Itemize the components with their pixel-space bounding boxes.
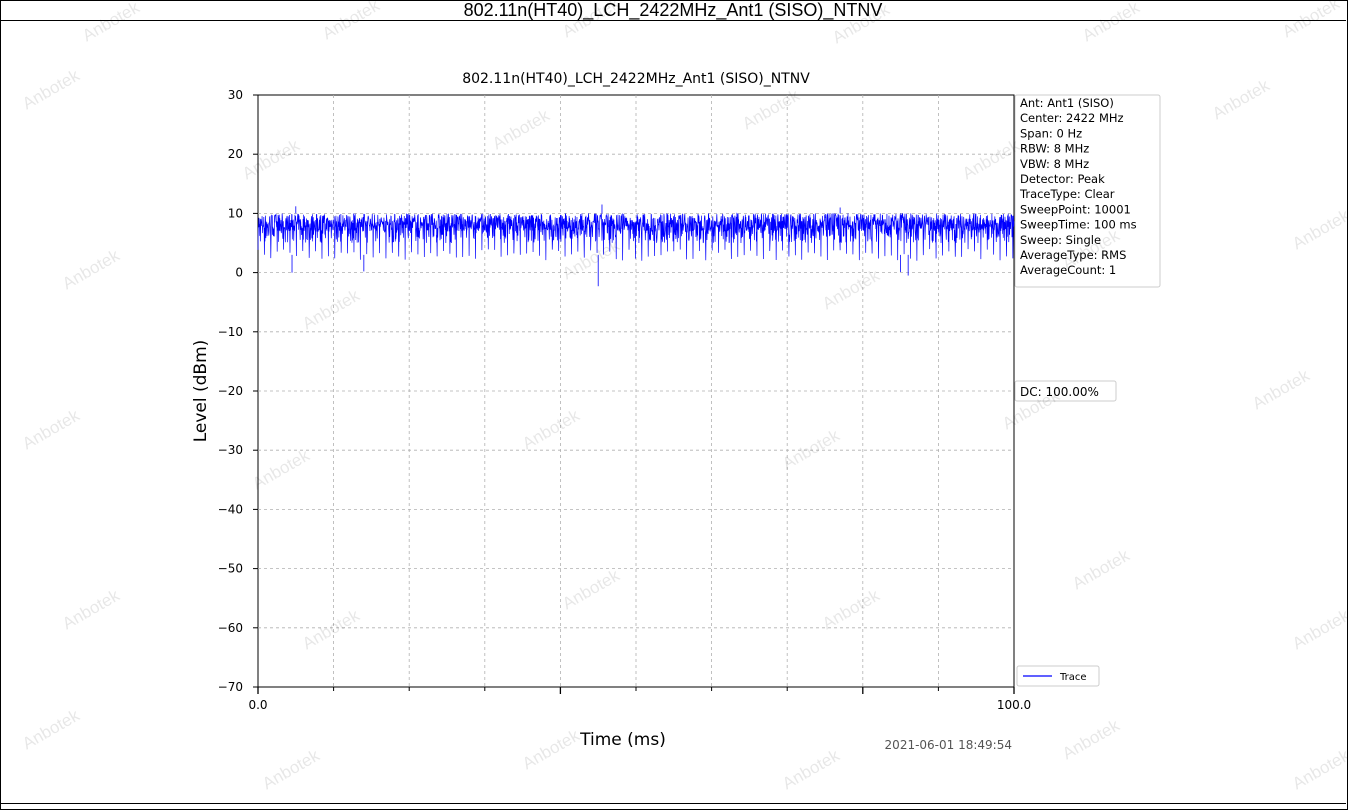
timestamp: 2021-06-01 18:49:54 — [885, 738, 1012, 752]
trace-series — [257, 204, 1015, 287]
info-box — [1014, 94, 1161, 288]
legend-label-trace: Trace — [1059, 672, 1087, 683]
y-tick-label: −50 — [218, 562, 243, 576]
y-tick-label: −40 — [218, 502, 243, 516]
info-box-line: TraceType: Clear — [1019, 187, 1115, 201]
info-box-line: Sweep: Single — [1020, 233, 1101, 247]
grid — [258, 95, 1014, 687]
info-box-line: Span: 0 Hz — [1020, 126, 1082, 140]
chart-title: 802.11n(HT40)_LCH_2422MHz_Ant1 (SISO)_NT… — [462, 71, 810, 87]
info-box-line: Detector: Peak — [1020, 172, 1105, 186]
y-axis-label: Level (dBm) — [191, 340, 211, 443]
info-box-line: AverageType: RMS — [1020, 248, 1126, 262]
dc-label-box — [1014, 380, 1117, 402]
y-tick-label: −10 — [218, 325, 243, 339]
x-tick-label: 100.0 — [997, 698, 1031, 712]
y-tick-label: 30 — [228, 88, 243, 102]
trace-line — [257, 212, 1015, 261]
axes: 30 20 10 0 −10 −20 −30 −40 −50 −60 −70 0.0 100.0 — [218, 88, 1032, 712]
legend-box — [1016, 665, 1100, 687]
info-box-line: Ant: Ant1 (SISO) — [1020, 96, 1114, 110]
y-tick-label: −30 — [218, 443, 243, 457]
info-box-line: SweepPoint: 10001 — [1020, 202, 1131, 216]
y-tick-label: −70 — [218, 680, 243, 694]
info-box-line: AverageCount: 1 — [1020, 263, 1116, 277]
info-box-line: Center: 2422 MHz — [1020, 111, 1124, 125]
info-box-line: SweepTime: 100 ms — [1020, 218, 1137, 232]
info-box-line: VBW: 8 MHz — [1020, 157, 1089, 171]
y-tick-label: 0 — [235, 266, 243, 280]
y-tick-label: 20 — [228, 147, 243, 161]
report-header-title: 802.11n(HT40)_LCH_2422MHz_Ant1 (SISO)_NT… — [0, 0, 1346, 21]
dc-label: DC: 100.00% — [1020, 385, 1099, 399]
y-tick-label: −20 — [218, 384, 243, 398]
x-axis-label: Time (ms) — [579, 730, 666, 750]
y-tick-label: 10 — [228, 206, 243, 220]
y-tick-label: −60 — [218, 621, 243, 635]
report-bottom-rule — [0, 803, 1346, 804]
info-box-line: RBW: 8 MHz — [1020, 142, 1089, 156]
x-tick-label: 0.0 — [248, 698, 267, 712]
